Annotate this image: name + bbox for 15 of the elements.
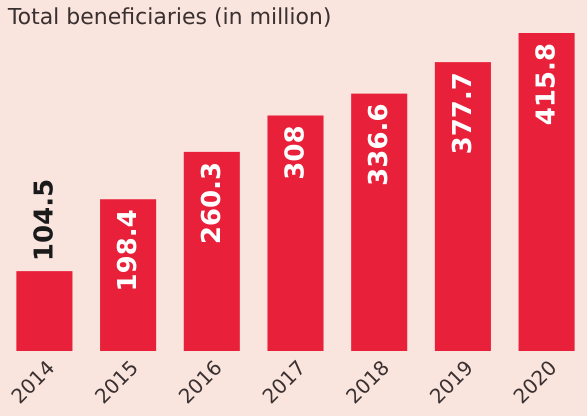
bar [16,271,72,351]
data-label: 415.8 [532,43,562,126]
bar [434,62,491,351]
data-label: 104.5 [29,178,60,262]
bar [267,115,324,351]
data-label: 260.3 [196,162,227,244]
data-label: 198.4 [113,209,144,292]
bar [184,152,240,351]
data-label: 308 [280,125,310,180]
bar [351,94,408,351]
bar [100,199,156,351]
chart-title: Total beneficiaries (in million) [6,5,332,30]
bar [518,33,575,351]
data-label: 377.7 [448,72,478,154]
data-label: 336.6 [364,104,394,186]
